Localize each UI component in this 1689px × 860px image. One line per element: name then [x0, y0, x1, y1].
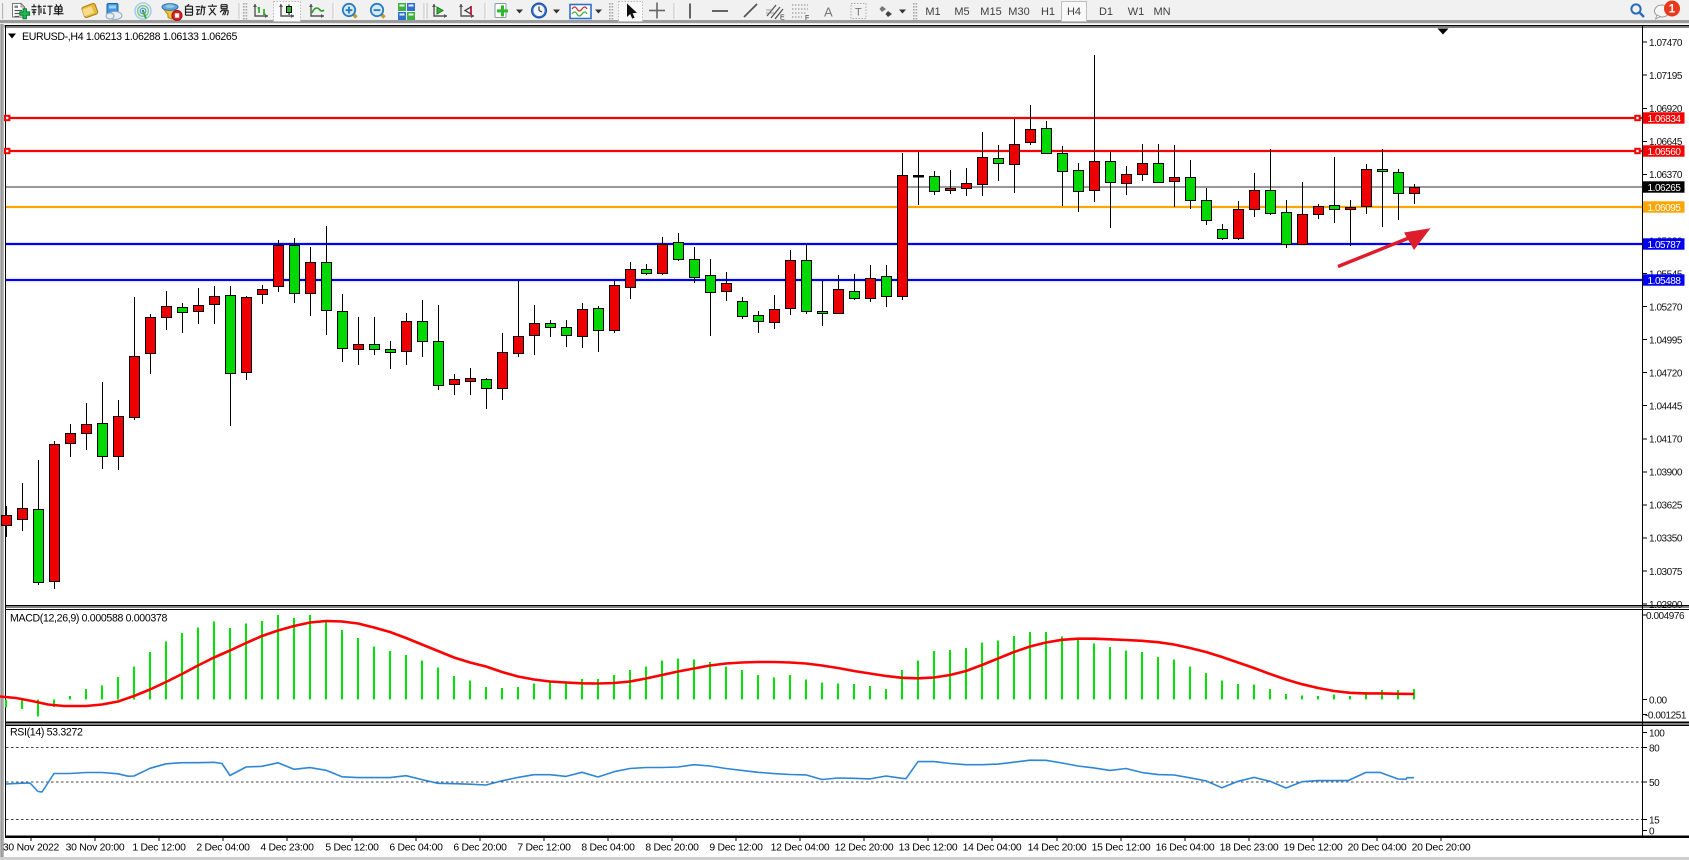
svg-text:1.05270: 1.05270: [1649, 302, 1683, 313]
svg-text:50: 50: [1649, 778, 1660, 789]
svg-text:0: 0: [1649, 827, 1655, 838]
svg-text:1.03075: 1.03075: [1649, 567, 1683, 578]
svg-text:9 Dec 12:00: 9 Dec 12:00: [709, 843, 763, 854]
svg-text:15: 15: [1649, 816, 1660, 827]
svg-text:13 Dec 12:00: 13 Dec 12:00: [899, 843, 958, 854]
svg-text:18 Dec 23:00: 18 Dec 23:00: [1220, 843, 1279, 854]
svg-text:1.07470: 1.07470: [1649, 38, 1683, 49]
svg-text:8 Dec 04:00: 8 Dec 04:00: [581, 843, 635, 854]
svg-text:M5: M5: [954, 6, 969, 18]
svg-text:4 Dec 23:00: 4 Dec 23:00: [260, 843, 314, 854]
svg-text:1.06834: 1.06834: [1648, 114, 1682, 125]
svg-text:1.04170: 1.04170: [1649, 435, 1683, 446]
svg-text:20 Dec 04:00: 20 Dec 04:00: [1348, 843, 1407, 854]
svg-text:6 Dec 04:00: 6 Dec 04:00: [389, 843, 443, 854]
svg-text:14 Dec 20:00: 14 Dec 20:00: [1028, 843, 1087, 854]
svg-text:1.03625: 1.03625: [1649, 501, 1683, 512]
svg-text:2 Dec 04:00: 2 Dec 04:00: [196, 843, 250, 854]
svg-text:8 Dec 20:00: 8 Dec 20:00: [645, 843, 699, 854]
svg-text:12 Dec 20:00: 12 Dec 20:00: [835, 843, 894, 854]
svg-text:1.02800: 1.02800: [1649, 600, 1683, 611]
svg-text:M30: M30: [1008, 6, 1029, 18]
svg-text:M15: M15: [980, 6, 1001, 18]
svg-text:D1: D1: [1099, 6, 1113, 18]
svg-text:-0.001251: -0.001251: [1645, 711, 1687, 722]
svg-text:0.004976: 0.004976: [1646, 611, 1685, 622]
svg-text:1: 1: [1669, 4, 1676, 16]
svg-text:1.04720: 1.04720: [1649, 369, 1683, 380]
svg-text:1.06265: 1.06265: [1648, 183, 1682, 194]
svg-text:EURUSD-,H4 1.06213 1.06288 1.: EURUSD-,H4 1.06213 1.06288 1.06133 1.062…: [22, 31, 237, 43]
svg-text:1 Dec 12:00: 1 Dec 12:00: [132, 843, 186, 854]
svg-text:F: F: [805, 15, 809, 22]
svg-text:E: E: [780, 15, 785, 22]
svg-text:1.05787: 1.05787: [1648, 240, 1682, 251]
svg-text:RSI(14) 53.3272: RSI(14) 53.3272: [10, 727, 83, 739]
svg-text:12 Dec 04:00: 12 Dec 04:00: [771, 843, 830, 854]
svg-text:30 Nov 20:00: 30 Nov 20:00: [66, 843, 125, 854]
svg-text:H4: H4: [1067, 6, 1081, 18]
svg-text:15 Dec 12:00: 15 Dec 12:00: [1092, 843, 1151, 854]
svg-text:16 Dec 04:00: 16 Dec 04:00: [1156, 843, 1215, 854]
svg-text:1.06645: 1.06645: [1649, 137, 1683, 148]
svg-text:1.06920: 1.06920: [1649, 104, 1683, 115]
svg-text:MACD(12,26,9) 0.000588 0.00037: MACD(12,26,9) 0.000588 0.000378: [10, 613, 167, 625]
svg-text:7 Dec 12:00: 7 Dec 12:00: [517, 843, 571, 854]
svg-text:20 Dec 20:00: 20 Dec 20:00: [1412, 843, 1471, 854]
svg-text:1.06095: 1.06095: [1648, 203, 1682, 214]
svg-text:M1: M1: [925, 6, 940, 18]
svg-text:19 Dec 12:00: 19 Dec 12:00: [1284, 843, 1343, 854]
svg-text:T: T: [855, 7, 862, 19]
svg-text:1.04445: 1.04445: [1649, 402, 1683, 413]
svg-text:1.06370: 1.06370: [1649, 170, 1683, 181]
svg-text:MN: MN: [1153, 6, 1170, 18]
svg-text:A: A: [824, 5, 833, 20]
svg-text:1.04995: 1.04995: [1649, 335, 1683, 346]
svg-text:1.03900: 1.03900: [1649, 468, 1683, 479]
svg-text:6 Dec 20:00: 6 Dec 20:00: [453, 843, 507, 854]
svg-text:5 Dec 12:00: 5 Dec 12:00: [325, 843, 379, 854]
svg-text:W1: W1: [1128, 6, 1145, 18]
svg-text:80: 80: [1649, 743, 1660, 754]
svg-text:30 Nov 2022: 30 Nov 2022: [3, 843, 60, 854]
svg-text:H1: H1: [1041, 6, 1055, 18]
svg-text:1.05488: 1.05488: [1648, 276, 1682, 287]
svg-text:0.00: 0.00: [1649, 696, 1668, 707]
svg-text:1.03350: 1.03350: [1649, 534, 1683, 545]
svg-text:14 Dec 04:00: 14 Dec 04:00: [963, 843, 1022, 854]
svg-text:100: 100: [1649, 729, 1665, 740]
svg-text:1.07195: 1.07195: [1649, 71, 1683, 82]
svg-text:1.06560: 1.06560: [1648, 147, 1682, 158]
